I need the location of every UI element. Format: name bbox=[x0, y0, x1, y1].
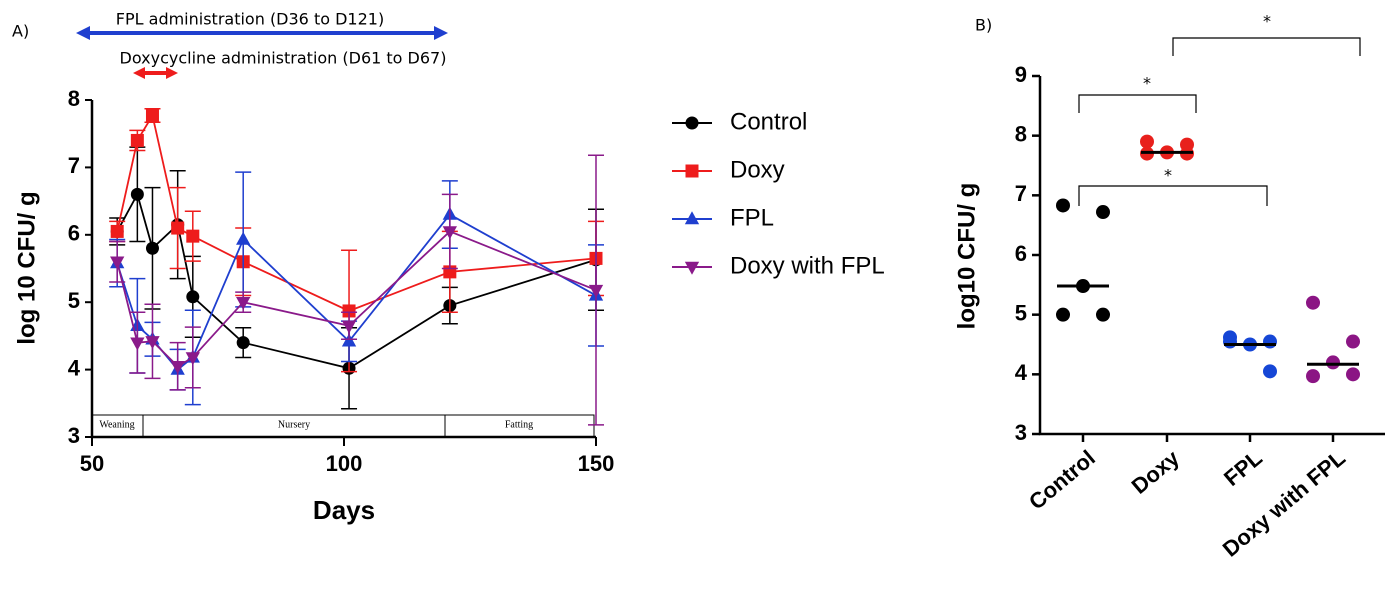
y-tick-label: 7 bbox=[1015, 181, 1027, 206]
y-tick-label: 8 bbox=[68, 86, 80, 111]
phase-label: Weaning bbox=[99, 419, 134, 430]
data-point bbox=[1056, 198, 1070, 213]
y-axis-title: log10 CFU/ g bbox=[953, 183, 980, 330]
x-tick-label: Doxy bbox=[1127, 445, 1185, 499]
data-point bbox=[341, 320, 357, 334]
data-point bbox=[588, 284, 604, 298]
significance-label: * bbox=[1164, 166, 1172, 185]
y-tick-label: 6 bbox=[68, 221, 80, 246]
data-point bbox=[186, 290, 200, 304]
y-tick-label: 5 bbox=[1015, 300, 1027, 325]
data-point bbox=[145, 241, 159, 255]
y-tick-label: 4 bbox=[1015, 360, 1028, 385]
series-line bbox=[116, 191, 597, 370]
data-point bbox=[1263, 334, 1277, 349]
panel-label: B) bbox=[975, 16, 992, 35]
data-point bbox=[130, 337, 145, 351]
data-point bbox=[1056, 307, 1070, 322]
legend-label: Doxy with FPL bbox=[730, 252, 885, 279]
data-point bbox=[1306, 369, 1320, 384]
y-tick-label: 7 bbox=[68, 153, 80, 178]
legend-marker bbox=[685, 116, 699, 130]
x-axis-title: Days bbox=[313, 495, 375, 525]
legend-marker bbox=[684, 211, 700, 225]
panel-label: A) bbox=[12, 22, 29, 41]
data-point bbox=[1096, 307, 1110, 322]
phase-label: Nursery bbox=[278, 419, 310, 430]
x-tick-label: FPL bbox=[1219, 445, 1267, 491]
data-point bbox=[1263, 364, 1277, 379]
y-tick-label: 8 bbox=[1015, 121, 1027, 146]
data-point bbox=[236, 231, 251, 245]
data-point bbox=[145, 336, 160, 350]
x-tick-label: 150 bbox=[578, 451, 615, 476]
legend-marker bbox=[684, 261, 700, 275]
legend-label: Control bbox=[730, 108, 807, 135]
y-tick-label: 3 bbox=[1015, 420, 1027, 445]
legend-marker bbox=[685, 164, 699, 178]
y-tick-label: 4 bbox=[68, 355, 81, 380]
data-point bbox=[170, 361, 185, 375]
annotation: Doxycycline administration (D61 to D67) bbox=[120, 49, 447, 68]
axis-line bbox=[1038, 76, 1385, 436]
data-point bbox=[1306, 295, 1320, 310]
data-point bbox=[236, 297, 251, 310]
axis-line bbox=[90, 100, 596, 439]
legend-label: Doxy bbox=[730, 156, 785, 183]
x-tick-label: 100 bbox=[326, 451, 363, 476]
significance-label: * bbox=[1143, 74, 1151, 93]
data-point bbox=[1326, 355, 1340, 370]
significance-brackets bbox=[1078, 37, 1361, 206]
doxy-arrow bbox=[133, 67, 178, 79]
data-point bbox=[442, 226, 457, 240]
data-point bbox=[236, 336, 250, 350]
data-point bbox=[145, 109, 159, 123]
data-point bbox=[171, 221, 185, 235]
data-point bbox=[342, 304, 356, 318]
data-point bbox=[1096, 205, 1110, 220]
data-point bbox=[1140, 134, 1154, 149]
legend-label: FPL bbox=[730, 204, 774, 231]
data-point bbox=[130, 187, 144, 201]
data-point bbox=[130, 133, 144, 147]
data-point bbox=[110, 256, 125, 270]
annotation: FPL administration (D36 to D121) bbox=[116, 10, 384, 29]
data-point bbox=[110, 224, 124, 238]
significance-label: * bbox=[1263, 12, 1271, 31]
data-point bbox=[1223, 334, 1237, 349]
y-tick-label: 3 bbox=[68, 423, 80, 448]
phase-label: Fatting bbox=[505, 419, 533, 430]
data-point bbox=[1346, 334, 1360, 349]
data-point bbox=[186, 229, 200, 243]
y-tick-label: 6 bbox=[1015, 241, 1027, 266]
y-axis-title: log 10 CFU/ g bbox=[13, 191, 40, 344]
x-tick-label: Control bbox=[1024, 445, 1100, 514]
y-tick-label: 5 bbox=[68, 288, 80, 313]
data-point bbox=[1346, 367, 1360, 382]
y-tick-label: 9 bbox=[1015, 62, 1027, 87]
fpl-arrow bbox=[76, 26, 448, 40]
data-point bbox=[185, 352, 200, 366]
x-tick-label: 50 bbox=[80, 451, 104, 476]
